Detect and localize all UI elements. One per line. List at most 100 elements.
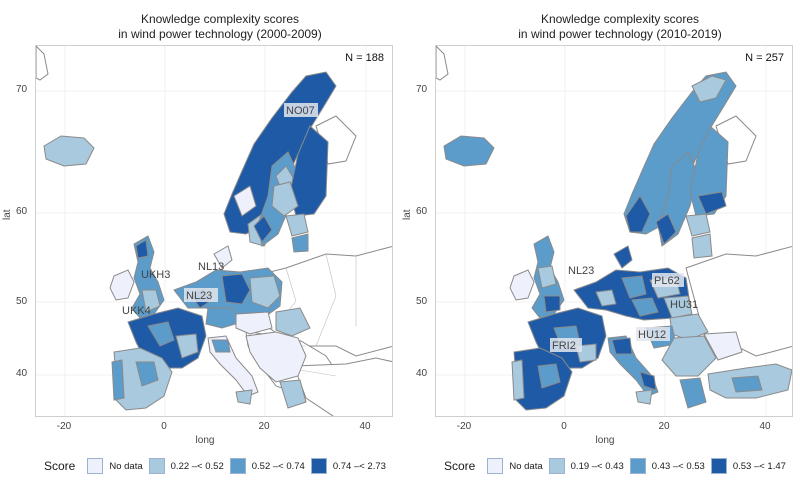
map-plot-area: NL23 PL62 HU31 HU12 FRI2 N = 257 <box>435 45 793 417</box>
legend-item-3: 0.53 –< 1.47 <box>710 458 786 474</box>
map-panel-2000-2009: Knowledge complexity scores in wind powe… <box>2 12 393 474</box>
region-balkans <box>245 331 307 383</box>
region-label-no07: NO07 <box>286 105 315 117</box>
map-title: Knowledge complexity scores in wind powe… <box>118 12 322 41</box>
region-portugal <box>511 359 525 401</box>
y-tick-70: 70 <box>16 84 28 95</box>
region-label-hu31: HU31 <box>670 299 698 311</box>
legend-title: Score <box>444 459 476 473</box>
region-romania <box>703 331 743 361</box>
legend-swatch <box>629 458 646 474</box>
region-label-nl13: NL13 <box>198 261 224 273</box>
legend-swatch <box>710 458 727 474</box>
x-tick-0: 0 <box>161 421 167 432</box>
legend-swatch <box>87 458 104 474</box>
region-label-nl23: NL23 <box>186 290 212 302</box>
region-denmark <box>213 245 233 269</box>
region-turkey-central <box>731 375 763 393</box>
region-poland <box>249 275 281 309</box>
y-tick-60: 60 <box>16 206 28 217</box>
region-iceland <box>443 135 495 167</box>
region-germany-south <box>205 307 243 329</box>
region-greece <box>679 377 707 409</box>
legend-item-2: 0.43 –< 0.53 <box>629 458 705 474</box>
europe-map: NL23 PL62 HU31 HU12 FRI2 <box>436 46 792 416</box>
legend-item-no-data: No data <box>87 458 143 474</box>
region-labels: NO07 UKH3 NL13 NL23 UKK4 <box>122 103 318 317</box>
legend-swatch <box>148 458 165 474</box>
region-no-west <box>625 195 651 233</box>
region-germany-mid <box>631 297 659 317</box>
y-axis-label: lat <box>2 209 13 220</box>
region-estonia <box>291 233 309 253</box>
x-tick-40: 40 <box>359 421 371 432</box>
region-germany-north <box>621 275 647 299</box>
region-label-nl23: NL23 <box>568 265 594 277</box>
x-tick-neg20: -20 <box>56 421 72 432</box>
label-bg-nl23 <box>184 288 218 302</box>
region-label-hu12: HU12 <box>638 329 666 341</box>
legend: Score No data 0.19 –< 0.43 0.43 –< 0.53 … <box>444 458 792 474</box>
region-spain-central <box>135 361 159 387</box>
region-netherlands <box>595 289 617 307</box>
region-france-north <box>147 321 175 347</box>
label-bg-hu12 <box>636 327 670 341</box>
map-title: Knowledge complexity scores in wind powe… <box>518 12 722 41</box>
y-tick-70: 70 <box>416 84 428 95</box>
region-sicily <box>235 389 253 405</box>
background-land <box>436 46 792 357</box>
label-bg-pl62 <box>652 273 684 287</box>
region-no-north <box>691 75 727 103</box>
label-bg-no07 <box>284 103 318 117</box>
region-greece <box>279 379 307 409</box>
map-panel-2010-2019: Knowledge complexity scores in wind powe… <box>400 0 800 500</box>
legend-item-no-data: No data <box>487 458 543 474</box>
x-tick-20: 20 <box>658 421 670 432</box>
region-ireland <box>509 269 535 301</box>
graticule <box>436 46 792 416</box>
y-tick-60: 60 <box>416 206 428 217</box>
legend-item-2: 0.52 –< 0.74 <box>229 458 305 474</box>
region-label-fri2: FRI2 <box>552 340 576 352</box>
region-sweden-south <box>655 213 677 245</box>
x-tick-40: 40 <box>759 421 771 432</box>
legend-item-3: 0.74 –< 2.73 <box>310 458 386 474</box>
n-count: N = 188 <box>345 52 384 64</box>
y-tick-50: 50 <box>16 296 28 307</box>
region-finland-west <box>271 181 299 217</box>
legend-swatch <box>310 458 327 474</box>
region-czech-austria <box>235 311 273 335</box>
legend-swatch <box>229 458 246 474</box>
region-gb-mid <box>537 265 557 289</box>
region-lithuania <box>691 233 713 259</box>
y-axis-label: lat <box>402 209 413 220</box>
region-poland-south <box>663 295 693 319</box>
region-spain-central <box>537 363 561 389</box>
x-tick-20: 20 <box>258 421 270 432</box>
legend-item-1: 0.19 –< 0.43 <box>548 458 624 474</box>
region-finland-south <box>697 191 727 215</box>
region-italy-north <box>211 339 231 353</box>
region-italy-south <box>639 371 657 391</box>
x-axis-label: long <box>195 435 215 446</box>
legend-title: Score <box>44 459 76 473</box>
region-label-ukk4: UKK4 <box>122 305 151 317</box>
graticule <box>36 46 392 416</box>
legend-swatch <box>548 458 565 474</box>
map-plot-area: NO07 UKH3 NL13 NL23 UKK4 N = 188 <box>35 45 393 417</box>
n-count: N = 257 <box>745 52 784 64</box>
x-tick-neg20: -20 <box>456 421 472 432</box>
legend-item-1: 0.22 –< 0.52 <box>148 458 224 474</box>
region-hungary <box>275 307 311 337</box>
region-balkans <box>661 335 717 377</box>
region-gb-south <box>543 295 561 313</box>
y-tick-50: 50 <box>416 296 428 307</box>
region-label-ukh3: UKH3 <box>141 269 170 281</box>
europe-map: NO07 UKH3 NL13 NL23 UKK4 <box>36 46 392 416</box>
legend: Score No data 0.22 –< 0.52 0.52 –< 0.74 … <box>44 458 392 474</box>
label-bg-fri2 <box>550 338 582 352</box>
background-land <box>36 46 392 416</box>
x-tick-0: 0 <box>561 421 567 432</box>
region-no-coast <box>233 185 257 217</box>
region-france-east <box>175 333 199 359</box>
